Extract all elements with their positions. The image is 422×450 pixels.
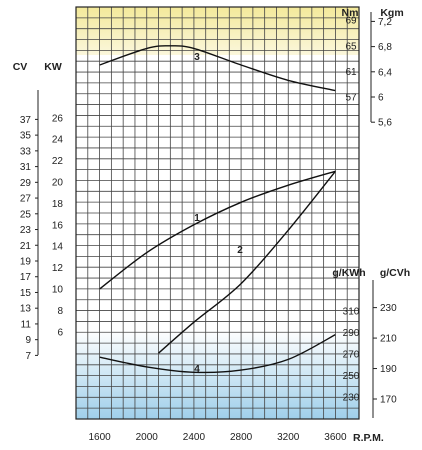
cv-tick-label: 13 (20, 304, 32, 315)
gkwh-tick-label: 270 (343, 350, 360, 361)
cv-tick-label: 29 (20, 178, 32, 189)
gkwh-axis-unit: g/KWh (332, 267, 365, 279)
kw-tick-label: 16 (52, 220, 64, 231)
x-tick-label: 3600 (324, 432, 347, 443)
gcvh-tick-label: 210 (380, 334, 397, 345)
gcvh-tick-label: 230 (380, 303, 397, 314)
cv-tick-label: 15 (20, 288, 32, 299)
gkwh-tick-label: 310 (343, 307, 360, 318)
kw-tick-label: 20 (52, 178, 64, 189)
cv-tick-label: 11 (21, 319, 32, 330)
x-tick-label: 2400 (183, 432, 206, 443)
kw-tick-label: 14 (52, 242, 64, 253)
plot-frame (75, 6, 360, 420)
gcvh-tick-label: 190 (380, 364, 397, 375)
cv-tick-label: 19 (20, 256, 32, 267)
x-tick-label: 2800 (230, 432, 253, 443)
nm-tick-label: 69 (345, 16, 357, 27)
cv-tick-label: 35 (20, 131, 32, 142)
nm-axis-unit: Nm (342, 7, 359, 19)
curve-1 (99, 170, 336, 290)
gkwh-tick-label: 290 (343, 328, 360, 339)
gkwh-tick-label: 230 (343, 393, 360, 404)
kgm-axis-unit: Kgm (380, 7, 403, 19)
axes (35, 12, 377, 418)
kgm-tick-label: 7,2 (378, 17, 392, 28)
cv-tick-label: 17 (20, 272, 32, 283)
curve-2 (158, 170, 336, 354)
curve-4 (99, 333, 336, 374)
nm-tick-label: 65 (345, 41, 357, 52)
kw-tick-label: 18 (52, 199, 64, 210)
x-tick-label: 1600 (88, 432, 111, 443)
grid (75, 6, 360, 420)
cv-tick-label: 9 (25, 335, 31, 346)
cv-tick-label: 37 (20, 115, 32, 126)
cv-tick-label: 31 (20, 162, 32, 173)
gkwh-tick-label: 250 (343, 371, 360, 382)
kw-tick-label: 8 (57, 306, 63, 317)
cv-axis-unit: CV (13, 61, 28, 73)
kw-tick-label: 6 (57, 327, 63, 338)
curve-label-2: 2 (237, 245, 243, 256)
nm-tick-label: 57 (345, 93, 357, 104)
cv-tick-label: 7 (25, 351, 31, 362)
gcvh-axis-unit: g/CVh (380, 267, 410, 279)
cv-tick-label: 23 (20, 225, 32, 236)
curve-3 (99, 45, 336, 92)
kgm-tick-label: 6,4 (378, 67, 392, 78)
kw-tick-label: 24 (52, 135, 64, 146)
curve-label-4: 4 (194, 364, 200, 375)
x-tick-label: 3200 (277, 432, 300, 443)
gcvh-tick-label: 170 (380, 395, 397, 406)
x-tick-label: 2000 (136, 432, 159, 443)
kw-tick-label: 22 (52, 156, 64, 167)
cv-tick-label: 27 (20, 194, 32, 205)
kw-tick-label: 12 (52, 263, 64, 274)
cv-tick-label: 33 (20, 146, 32, 157)
kgm-tick-label: 6,8 (378, 42, 392, 53)
x-axis-label: R.P.M. (353, 432, 384, 444)
cv-tick-label: 21 (20, 241, 32, 252)
cv-tick-label: 25 (20, 209, 32, 220)
curve-label-1: 1 (194, 213, 200, 224)
kgm-tick-label: 6 (378, 93, 384, 104)
kgm-tick-label: 5,6 (378, 118, 392, 129)
curves (99, 45, 336, 374)
labels: 1600 2000 2400 2800 3200 3600 R.P.M.KW68101214… (13, 7, 410, 444)
kw-tick-label: 10 (52, 285, 64, 296)
kw-tick-label: 26 (52, 113, 64, 124)
kw-axis-unit: KW (44, 61, 62, 73)
curve-label-3: 3 (194, 52, 200, 63)
nm-tick-label: 61 (345, 67, 357, 78)
